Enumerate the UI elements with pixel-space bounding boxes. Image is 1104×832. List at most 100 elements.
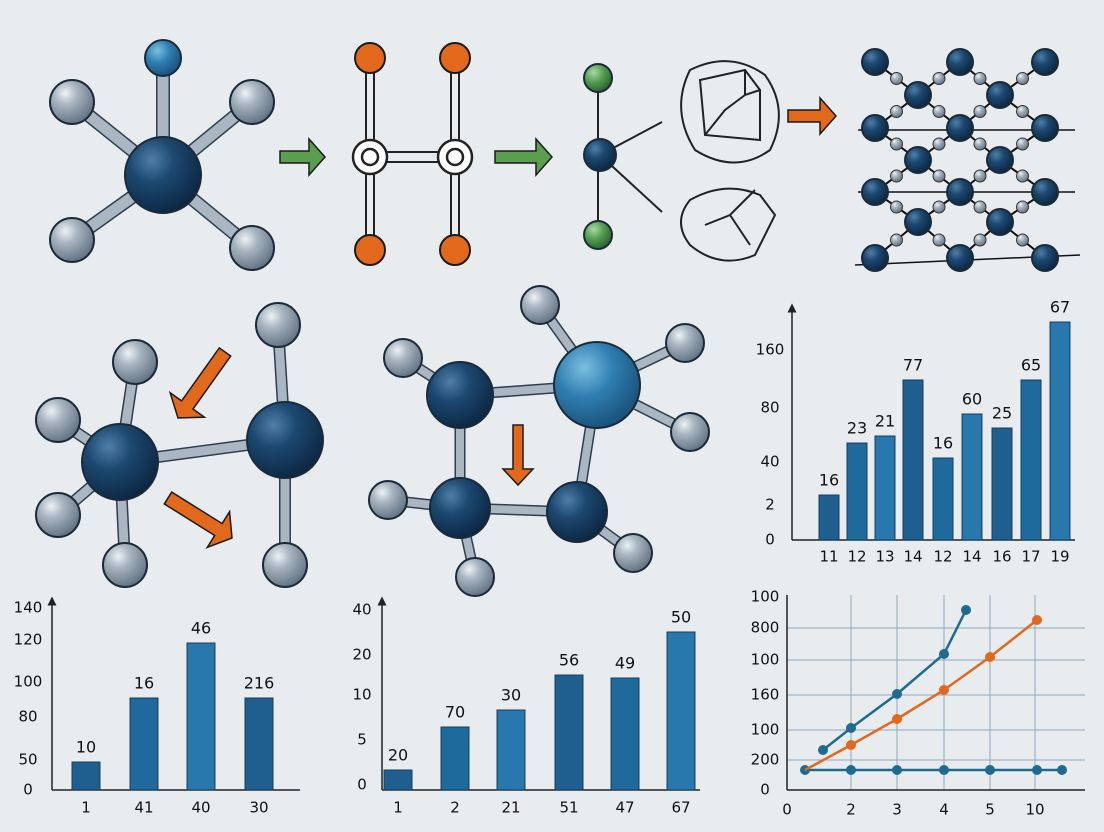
y-tick-label: 100	[751, 651, 780, 669]
bar	[496, 709, 526, 791]
point	[846, 723, 856, 733]
x-tick-label: 67	[671, 799, 690, 817]
x-tick-label: 16	[992, 548, 1011, 566]
bar	[610, 677, 640, 791]
atom	[368, 480, 408, 520]
x-tick-label: 12	[847, 548, 866, 566]
bar-label: 50	[671, 608, 691, 627]
point	[1057, 765, 1067, 775]
bar-label: 67	[1050, 298, 1070, 317]
bar	[961, 413, 983, 541]
atom	[229, 79, 275, 125]
y-tick-label: 40	[760, 453, 779, 471]
x-tick-label: 1	[81, 799, 91, 817]
atom	[255, 302, 301, 348]
bar	[991, 427, 1013, 541]
shape	[680, 187, 777, 262]
atom	[354, 234, 386, 266]
atom	[890, 105, 903, 118]
atom	[932, 72, 946, 85]
atom	[1016, 72, 1029, 85]
bar	[846, 442, 868, 541]
y-tick-label: 20	[352, 646, 371, 664]
bar	[71, 761, 101, 791]
x-tick-label: 40	[191, 799, 210, 817]
x-tick-label: 3	[892, 801, 902, 819]
bar-label: 16	[933, 434, 953, 453]
bar-label: 65	[1021, 356, 1041, 375]
atom	[144, 39, 182, 77]
atom	[81, 423, 159, 501]
atom	[426, 361, 494, 429]
bar	[244, 697, 274, 791]
atom	[946, 114, 974, 142]
atom	[973, 169, 987, 183]
atom	[546, 481, 608, 543]
bar-label: 77	[903, 356, 923, 375]
y-tick-label: 200	[751, 751, 780, 769]
x-tick-label: 30	[249, 799, 268, 817]
bar-label: 10	[76, 738, 96, 757]
atom	[1016, 105, 1029, 118]
y-tick-label: 2	[765, 496, 775, 514]
arrow	[501, 424, 535, 487]
y-tick-label: 120	[14, 631, 43, 649]
bar	[932, 457, 954, 541]
atom	[986, 146, 1014, 174]
atom	[1016, 137, 1029, 151]
atom	[670, 412, 710, 452]
atom	[583, 63, 613, 93]
y-tick-label: 80	[760, 399, 779, 417]
atom	[35, 492, 81, 538]
bar	[818, 494, 840, 541]
atom	[986, 81, 1014, 109]
ring	[445, 147, 465, 167]
point	[892, 765, 902, 775]
atom	[890, 233, 903, 247]
bar-label: 23	[847, 419, 867, 438]
x-tick-label: 11	[819, 548, 838, 566]
atom	[932, 233, 946, 247]
atom	[49, 217, 95, 263]
atom	[890, 137, 903, 151]
atom	[429, 477, 491, 539]
atom	[583, 220, 613, 250]
point	[846, 740, 856, 750]
atom	[1031, 244, 1059, 272]
atom	[973, 200, 987, 214]
drawing: 1608040201611231221137714161260142516651…	[14, 39, 1085, 819]
ring	[360, 147, 380, 167]
atom	[904, 146, 932, 174]
atom	[973, 137, 987, 151]
atom	[932, 105, 946, 118]
bar	[902, 379, 924, 541]
point	[1032, 765, 1042, 775]
atom	[124, 136, 202, 214]
atom	[49, 79, 95, 125]
point	[846, 765, 856, 775]
y-tick-label: 100	[751, 721, 780, 739]
point	[939, 765, 949, 775]
point	[985, 765, 995, 775]
atom	[665, 323, 705, 363]
point	[1032, 615, 1042, 625]
atom	[553, 341, 641, 429]
x-tick-label: 17	[1021, 548, 1040, 566]
atom	[35, 397, 81, 443]
atom	[354, 42, 386, 74]
y-tick-label: 5	[357, 731, 367, 749]
atom	[102, 542, 148, 588]
y-tick-label: 100	[751, 588, 780, 606]
x-tick-label: 14	[903, 548, 922, 566]
bar	[383, 769, 413, 791]
atom	[904, 208, 932, 236]
bar-label: 60	[962, 390, 982, 409]
bar-label: 49	[615, 654, 635, 673]
y-tick-label: 100	[14, 673, 43, 691]
atom	[946, 48, 974, 76]
atom	[904, 81, 932, 109]
atom	[583, 138, 617, 172]
x-tick-label: 4	[939, 801, 949, 819]
atom	[112, 339, 158, 385]
atom	[455, 557, 495, 597]
